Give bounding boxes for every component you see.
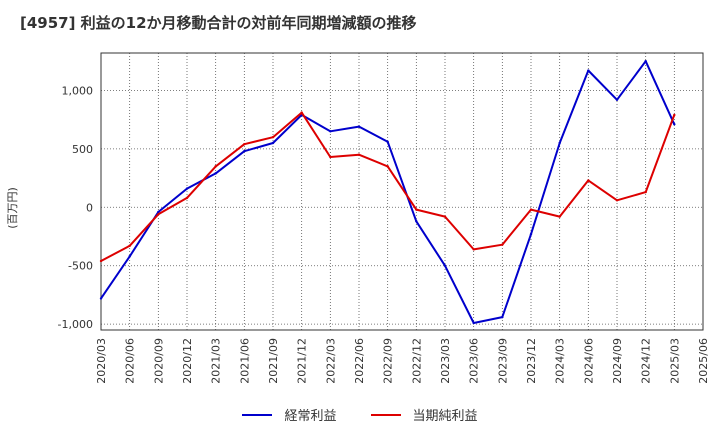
data-point bbox=[529, 208, 533, 211]
axis-layer: -1,000 -500 0 500 1,000 2020/03 2020/06 2020/09… bbox=[58, 52, 710, 384]
data-point bbox=[558, 141, 561, 145]
x-tick-label: 2023/12 bbox=[525, 338, 538, 384]
x-tick-label: 2024/03 bbox=[554, 338, 567, 384]
chart-title: [4957] 利益の12か月移動合計の対前年同期増減額の推移 bbox=[20, 14, 417, 32]
data-point bbox=[271, 141, 275, 145]
data-point bbox=[214, 165, 217, 168]
data-point bbox=[415, 220, 418, 223]
data-point bbox=[644, 190, 647, 194]
y-tick-label: 1,000 bbox=[62, 84, 94, 97]
x-tick-label: 2020/03 bbox=[95, 338, 108, 384]
data-point bbox=[615, 199, 619, 202]
y-tick-label: 0 bbox=[86, 201, 93, 214]
data-point bbox=[157, 210, 160, 214]
x-tick-label: 2021/03 bbox=[210, 338, 223, 384]
x-tick-label: 2020/09 bbox=[152, 338, 165, 384]
data-point bbox=[185, 187, 189, 190]
data-point bbox=[357, 125, 361, 128]
x-tick-label: 2025/03 bbox=[668, 338, 681, 384]
data-point bbox=[443, 264, 447, 267]
legend-swatch-ordinary-profit bbox=[242, 413, 273, 416]
data-point bbox=[357, 153, 361, 156]
data-point bbox=[300, 111, 303, 114]
data-point bbox=[615, 98, 619, 101]
x-tick-label: 2023/06 bbox=[468, 338, 481, 384]
data-point bbox=[529, 232, 533, 236]
y-axis-label: (百万円) bbox=[6, 187, 19, 229]
data-point bbox=[501, 315, 504, 319]
x-tick-label: 2021/06 bbox=[238, 338, 251, 384]
data-point bbox=[415, 208, 418, 211]
data-point bbox=[587, 69, 590, 72]
x-tick-label: 2020/12 bbox=[181, 338, 194, 384]
data-point bbox=[128, 244, 131, 248]
data-point bbox=[558, 215, 561, 218]
data-point bbox=[243, 142, 246, 146]
data-point bbox=[271, 135, 275, 139]
data-point bbox=[99, 259, 103, 263]
data-point bbox=[673, 113, 676, 117]
legend-label-net-profit: 当期純利益 bbox=[412, 409, 478, 424]
x-tick-label: 2023/09 bbox=[496, 338, 509, 384]
data-point bbox=[157, 213, 160, 216]
data-point bbox=[329, 155, 332, 159]
data-point bbox=[99, 297, 103, 300]
legend-item-net-profit: 当期純利益 bbox=[370, 405, 478, 424]
legend-swatch-net-profit bbox=[370, 413, 401, 416]
y-tick-label: -1,000 bbox=[58, 318, 93, 331]
x-tick-label: 2024/09 bbox=[611, 338, 624, 384]
x-tick-label: 2024/12 bbox=[640, 338, 653, 384]
plot-border bbox=[100, 52, 704, 331]
data-point bbox=[587, 179, 590, 182]
data-point bbox=[443, 215, 447, 218]
data-point bbox=[243, 149, 246, 153]
data-point bbox=[386, 140, 389, 144]
x-tick-label: 2022/06 bbox=[353, 338, 366, 384]
x-tick-label: 2021/12 bbox=[296, 338, 309, 384]
x-tick-label: 2021/09 bbox=[267, 338, 280, 384]
x-tick-label: 2024/06 bbox=[582, 338, 595, 384]
x-tick-label: 2025/06 bbox=[697, 338, 710, 384]
x-tick-label: 2022/09 bbox=[382, 338, 395, 384]
x-tick-label: 2020/06 bbox=[124, 338, 137, 384]
data-point bbox=[214, 172, 217, 175]
data-point bbox=[185, 196, 189, 200]
x-tick-label: 2022/03 bbox=[324, 338, 337, 384]
data-point bbox=[386, 165, 389, 168]
data-point bbox=[128, 255, 131, 258]
x-tick-label: 2022/12 bbox=[410, 338, 423, 384]
data-point bbox=[673, 123, 676, 126]
legend-item-ordinary-profit: 経常利益 bbox=[242, 405, 337, 424]
grid-layer bbox=[100, 53, 704, 330]
data-point bbox=[329, 130, 332, 133]
data-point bbox=[472, 321, 475, 325]
y-tick-label: 500 bbox=[72, 143, 93, 156]
y-tick-label: -500 bbox=[68, 260, 93, 273]
data-point bbox=[472, 248, 475, 251]
x-tick-label: 2023/03 bbox=[439, 338, 452, 384]
series-line-0 bbox=[100, 60, 676, 324]
data-point bbox=[501, 243, 504, 246]
legend-label-ordinary-profit: 経常利益 bbox=[284, 409, 337, 424]
data-point bbox=[644, 59, 647, 63]
series-layer bbox=[99, 59, 676, 325]
legend: 経常利益 当期純利益 bbox=[0, 405, 720, 424]
